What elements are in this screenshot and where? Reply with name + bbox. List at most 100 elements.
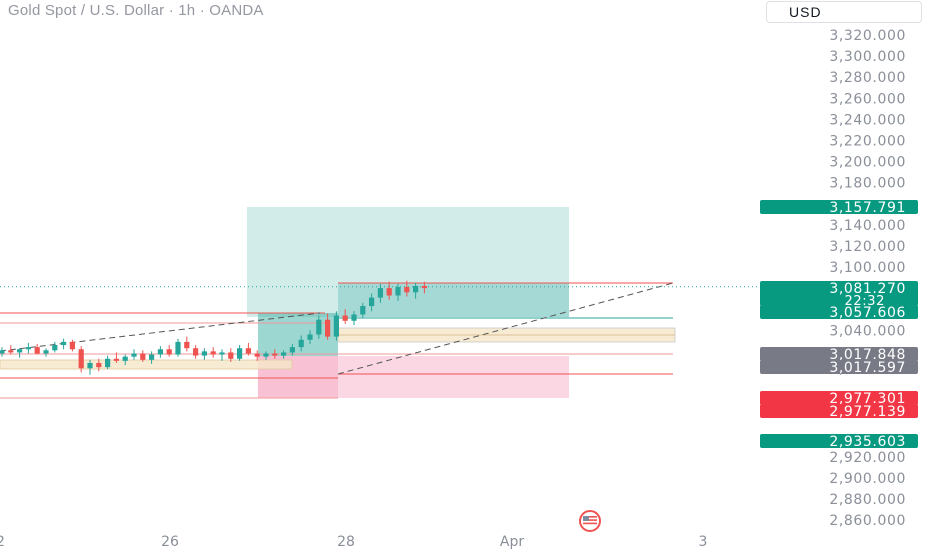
candle-body	[237, 348, 243, 359]
y-tick-label: 3,140.000	[829, 218, 906, 234]
candle	[210, 347, 216, 358]
price-badge-bg	[760, 281, 918, 306]
candle-body	[316, 319, 322, 335]
candle	[325, 313, 331, 340]
candle-body	[78, 349, 84, 369]
candle-body	[281, 352, 287, 356]
candle-body	[395, 287, 401, 296]
price-badge-bg	[760, 347, 918, 361]
candle	[219, 349, 225, 361]
candle-body	[404, 287, 410, 293]
candle	[201, 348, 207, 360]
candle	[131, 349, 137, 360]
candle-body	[351, 314, 357, 321]
candle-body	[149, 354, 155, 360]
y-tick-label: 3,120.000	[829, 239, 906, 255]
trendline	[337, 282, 674, 375]
candle-body	[69, 341, 75, 350]
y-tick-label: 3,260.000	[829, 91, 906, 107]
candle	[281, 350, 287, 359]
candle	[360, 302, 366, 318]
flag-stripe	[583, 516, 597, 518]
candle	[157, 346, 163, 358]
candle-body	[333, 315, 339, 337]
candle	[105, 355, 111, 370]
candle-body	[201, 351, 207, 356]
x-tick-label: Apr	[500, 534, 524, 550]
y-tick-label: 3,220.000	[829, 133, 906, 149]
candle-body	[87, 362, 93, 369]
candle	[342, 309, 348, 324]
candle	[149, 351, 155, 365]
candle	[351, 311, 357, 325]
price-badge: 2,935.603	[760, 434, 918, 450]
candle	[113, 352, 119, 363]
y-tick-label: 3,300.000	[829, 49, 906, 65]
candle	[413, 282, 419, 299]
candle-body	[210, 351, 216, 355]
candle	[254, 350, 260, 361]
candle	[289, 343, 295, 356]
candle-body	[113, 358, 119, 361]
candle-body	[377, 288, 383, 298]
candle	[237, 345, 243, 361]
candle-body	[263, 353, 269, 357]
candle	[25, 342, 31, 354]
candle-body	[245, 348, 251, 354]
candle-body	[157, 349, 163, 355]
candle-body	[272, 353, 278, 356]
price-badge-label: 3,081.270	[829, 281, 906, 297]
stop-zone	[338, 356, 569, 398]
candle	[333, 311, 339, 341]
price-badge: 2,977.301	[760, 391, 918, 407]
candle-body	[61, 341, 67, 346]
candle	[78, 346, 84, 373]
candle-body	[8, 350, 14, 353]
y-tick-label: 2,860.000	[829, 513, 906, 529]
candle-body	[307, 334, 313, 340]
candle	[263, 351, 269, 360]
candle	[166, 345, 172, 357]
x-tick-label: 22	[0, 534, 5, 550]
x-tick-label: 26	[161, 534, 179, 550]
price-badge-label: 2,977.139	[829, 404, 906, 420]
price-badge-label: 2,977.301	[829, 391, 906, 407]
y-tick-label: 3,040.000	[829, 323, 906, 339]
candle-body	[360, 306, 366, 315]
candle-body	[325, 319, 331, 337]
price-badge-label: 3,017.848	[829, 347, 906, 363]
y-tick-label: 3,200.000	[829, 155, 906, 171]
entry-zone-left	[258, 313, 338, 356]
candle-body	[34, 347, 40, 354]
price-badge: 3,157.791	[760, 200, 918, 216]
candle-body	[140, 353, 146, 360]
y-tick-label: 3,180.000	[829, 176, 906, 192]
candle-body	[254, 353, 260, 357]
candle	[52, 341, 58, 353]
price-badge-bg	[760, 305, 918, 319]
x-tick-label: 28	[337, 534, 355, 550]
candle	[122, 354, 128, 366]
candle	[272, 349, 278, 359]
flag-field	[583, 516, 597, 526]
candle	[140, 350, 146, 362]
us-flag-event-icon[interactable]	[579, 510, 601, 532]
currency-selector[interactable]: USD	[766, 1, 922, 23]
candle	[43, 348, 49, 357]
price-badge-bg	[760, 200, 918, 214]
candle-body	[105, 358, 111, 368]
candle	[298, 335, 304, 352]
candle-body	[413, 285, 419, 293]
candle	[193, 345, 199, 359]
candle	[87, 359, 93, 375]
candle-body	[219, 352, 225, 355]
candle	[0, 347, 5, 357]
price-badge-label: 3,017.597	[829, 360, 906, 376]
y-tick-label: 3,100.000	[829, 260, 906, 276]
y-tick-label: 2,880.000	[829, 492, 906, 508]
symbol-title: Gold Spot / U.S. Dollar · 1h · OANDA	[8, 2, 264, 19]
price-badge-bg	[760, 360, 918, 374]
candle	[421, 281, 427, 294]
